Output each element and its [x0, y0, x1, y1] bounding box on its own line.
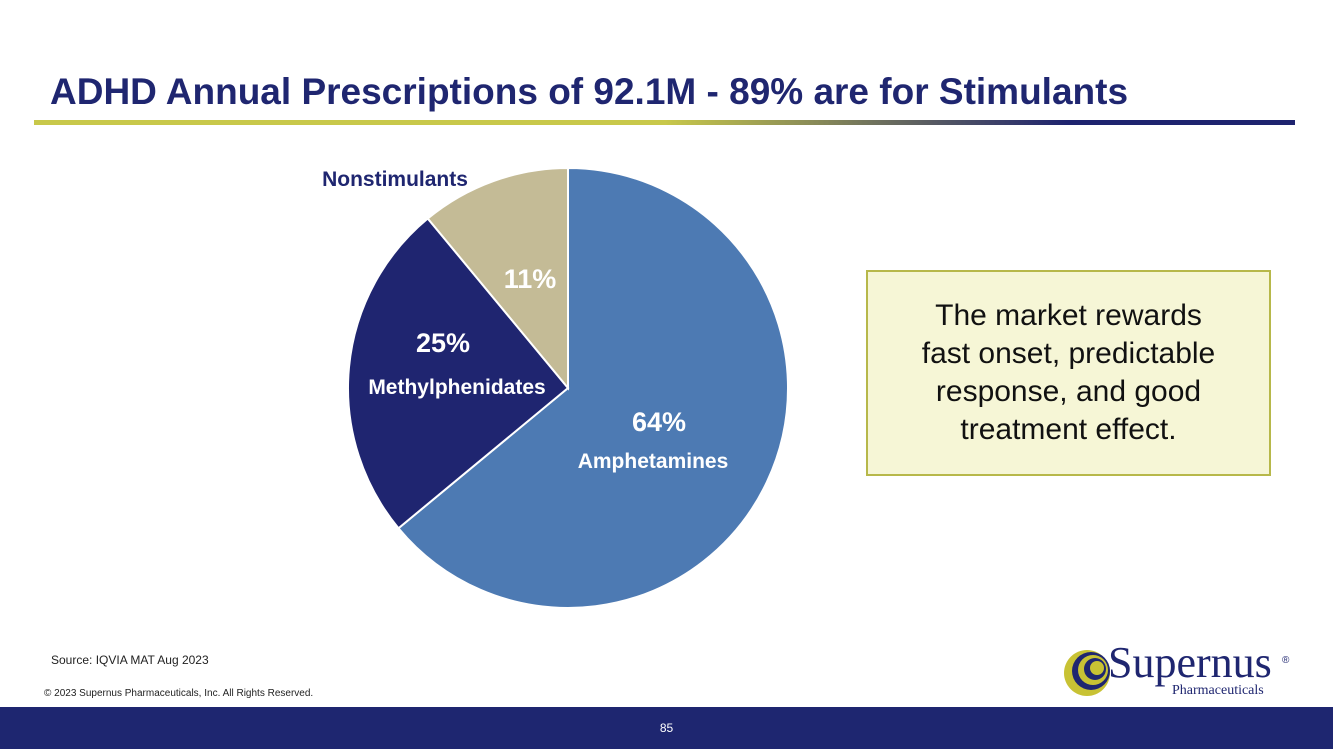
callout-box: The market rewards fast onset, predictab… — [866, 270, 1271, 476]
copyright-notice: © 2023 Supernus Pharmaceuticals, Inc. Al… — [44, 688, 314, 699]
logo-subtitle: Pharmaceuticals — [1172, 683, 1264, 698]
pie-slice-amphetamines — [397, 166, 790, 609]
pie-slice-nonstimulants — [426, 166, 569, 391]
supernus-logo: Supernus ® Pharmaceuticals — [1062, 638, 1292, 701]
logo-sun-icon — [1064, 650, 1110, 696]
pie-percent-label-methylphenidates: 25% — [416, 328, 470, 358]
logo-name: Supernus — [1108, 638, 1272, 687]
footer-bar: 85 — [0, 707, 1333, 749]
title-underline — [34, 120, 1295, 125]
page-number: 85 — [659, 721, 674, 735]
pie-category-label-methylphenidates: Methylphenidates — [368, 376, 545, 399]
logo-registered-mark: ® — [1282, 655, 1290, 666]
pie-percent-label-amphetamines: 64% — [632, 407, 686, 437]
slide-title: ADHD Annual Prescriptions of 92.1M - 89%… — [50, 71, 1129, 112]
pie-slice-methylphenidates — [347, 217, 570, 530]
pie-category-label-nonstimulants: Nonstimulants — [322, 168, 468, 191]
pie-percent-label-nonstimulants: 11% — [504, 264, 557, 294]
pie-labels: 64% Amphetamines 25% Methylphenidates 11% Non… — [322, 168, 728, 473]
pie-slices — [347, 166, 790, 609]
callout-text: The market rewards fast onset, predictab… — [921, 299, 1216, 446]
pie-category-label-amphetamines: Amphetamines — [578, 450, 729, 473]
source-note: Source: IQVIA MAT Aug 2023 — [51, 653, 209, 667]
